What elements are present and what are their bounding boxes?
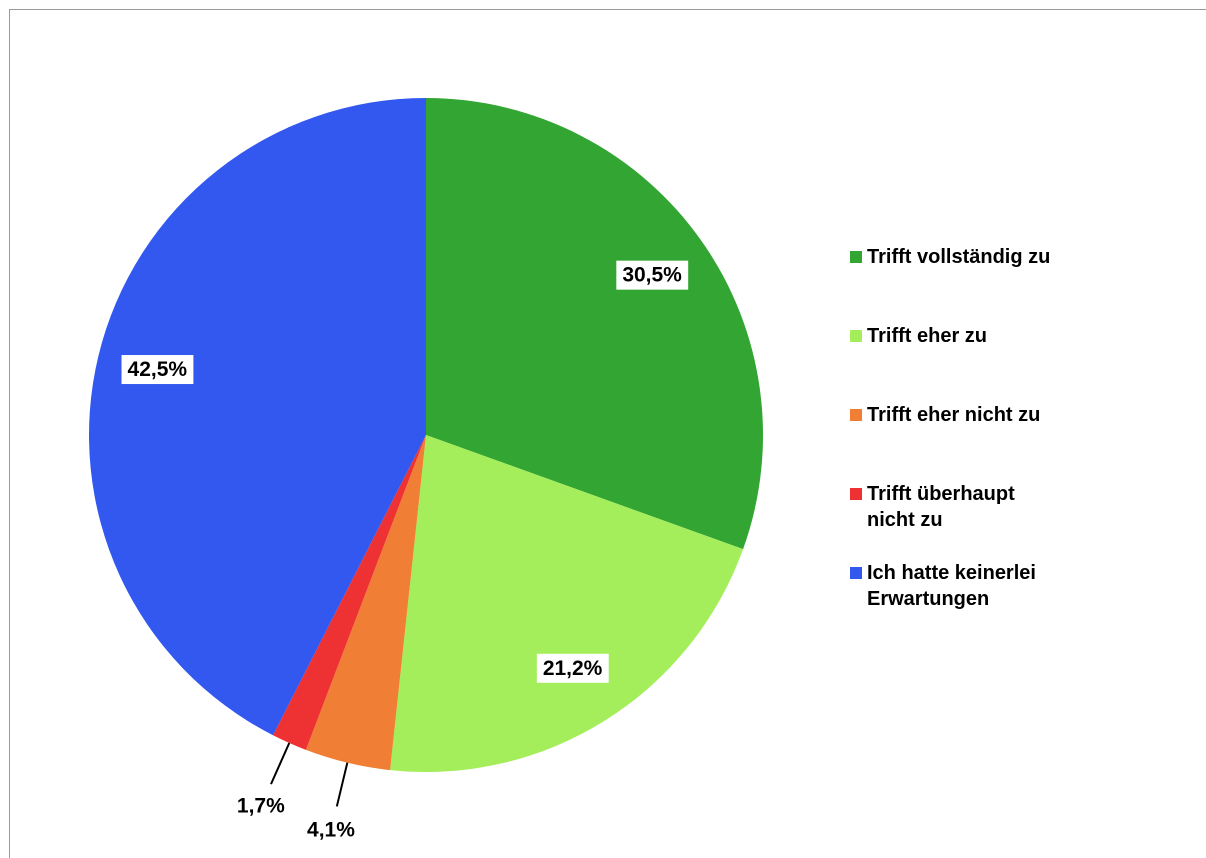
pie-slice [88,98,426,736]
frame [9,9,1206,858]
data-label: 42,5% [128,358,188,381]
data-label: 4,1% [307,818,355,841]
legend-label: Trifft überhaupt nicht zu [867,483,1015,531]
legend-label: Trifft eher zu [867,325,988,347]
pie-slice [305,435,426,771]
legend-swatch [850,567,862,579]
legend-item: Trifft eher nicht zu [850,402,1200,481]
data-label-box [121,355,194,385]
legend-swatch [850,409,862,421]
legend-label: Ich hatte keinerlei Erwartungen [867,562,1036,610]
pie-slice [273,435,426,750]
data-label: 21,2% [543,657,603,680]
data-label-box [536,653,609,683]
pie-slice [426,98,764,550]
legend-item: Ich hatte keinerlei Erwartungen [850,560,1200,639]
data-label: 30,5% [622,264,682,287]
legend-label: Trifft vollständig zu [867,246,1051,268]
legend-item: Trifft vollständig zu [850,244,1200,323]
legend: Trifft vollständig zu Trifft eher zu Triff… [850,244,1200,639]
data-label-box [616,260,689,290]
leader-line [335,762,349,807]
legend-item: Trifft eher zu [850,323,1200,402]
pie-slice [390,435,744,772]
data-label: 1,7% [237,795,285,818]
legend-label: Trifft eher nicht zu [867,404,1041,426]
leader-line [270,742,291,785]
legend-swatch [850,330,862,342]
legend-item: Trifft überhaupt nicht zu [850,481,1200,560]
legend-swatch [850,488,862,500]
legend-swatch [850,251,862,263]
